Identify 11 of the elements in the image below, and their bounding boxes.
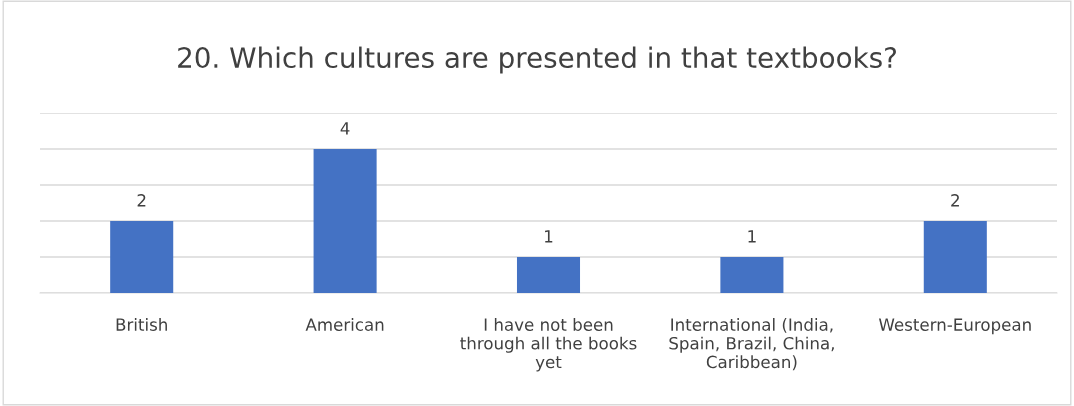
data-label: 2 [951, 194, 959, 207]
x-tick-label: International (India, Spain, Brazil, China, Caribbean) [669, 318, 834, 371]
data-label: 4 [340, 122, 350, 135]
chart-title: 20. Which cultures are presented in that textbooks? [178, 46, 896, 74]
x-tick-label: American [305, 318, 384, 331]
x-tick-label: I have not been through all the books yet [460, 318, 637, 372]
data-label: 2 [137, 194, 146, 207]
data-label: 1 [748, 230, 756, 243]
data-label: 1 [545, 230, 553, 243]
x-tick-label: Western-European [878, 318, 1031, 335]
x-tick-label: British [116, 318, 167, 331]
